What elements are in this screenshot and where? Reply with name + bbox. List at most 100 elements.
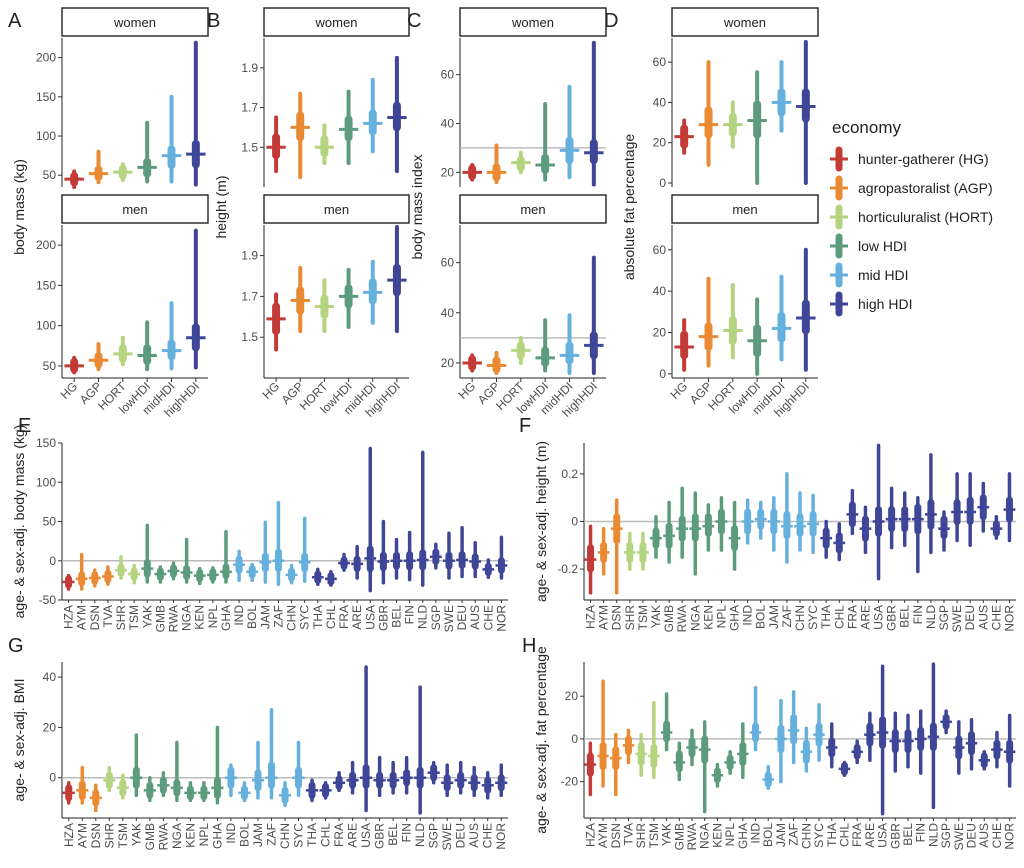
x-tick-label: CHN [285, 605, 299, 631]
x-tick-label: ZAF [780, 605, 794, 628]
interval-HG [462, 353, 482, 373]
y-tick-label: 1.5 [241, 140, 258, 154]
interval-TSM [648, 700, 660, 780]
interval-HG [64, 169, 84, 189]
x-tick-label: FIN [914, 823, 928, 842]
facet-strip-label: women [113, 15, 156, 30]
y-axis-title: age- & sex-adj. fat percentage [533, 646, 549, 834]
y-tick-label: 0 [659, 176, 666, 190]
y-tick-label: 150 [36, 436, 56, 450]
y-tick-label: 100 [36, 475, 56, 489]
interval-GBR [885, 486, 898, 550]
x-tick-label: ARE [346, 823, 360, 848]
x-tick-label: KEN [710, 823, 724, 848]
y-tick-label: 20 [565, 689, 579, 703]
interval-USA [364, 446, 377, 593]
x-tick-label: FIN [400, 823, 414, 842]
interval-CHE [990, 514, 1003, 540]
legend-item-lowHDI: low HDI [830, 233, 907, 259]
interval-midHDI [771, 274, 792, 362]
x-tick-label: AUS [467, 823, 481, 848]
y-tick-label: 1.9 [241, 61, 258, 75]
x-tick-label: USA [876, 823, 890, 848]
interval-FIN [403, 530, 416, 582]
panel-letter: A [8, 10, 22, 32]
interval-BEL [387, 760, 400, 795]
interval-GHA [220, 529, 232, 584]
interval-NPL [206, 566, 219, 584]
facet-strip [61, 7, 209, 37]
x-tick-label: NOR [494, 605, 508, 632]
interval-HZA [62, 781, 75, 805]
interval-CHL [838, 760, 851, 778]
interval-IND [224, 763, 238, 798]
interval-YAK [141, 523, 154, 584]
x-tick-label: ARE [858, 605, 872, 630]
interval-AYM [75, 552, 88, 591]
interval-HORT [314, 123, 335, 166]
x-tick-label: THA [311, 605, 325, 629]
interval-NLD [414, 685, 427, 815]
interval-highHDI [387, 225, 407, 334]
x-tick-label: SGP [939, 823, 953, 848]
interval-YAK [650, 514, 662, 559]
interval-RWA [676, 486, 689, 559]
y-tick-label: 20 [653, 136, 667, 150]
interval-IND [741, 498, 754, 545]
y-axis-title: height (m) [213, 175, 229, 238]
y-tick-label: 200 [36, 238, 56, 252]
interval-lowHDI [535, 318, 555, 373]
interval-CHN [285, 563, 298, 585]
x-tick-label: HZA [584, 605, 598, 629]
x-tick-label: GHA [736, 823, 750, 849]
x-tick-label: GHA [210, 823, 224, 849]
x-tick-label: CHL [837, 823, 851, 847]
interval-DEU [964, 472, 977, 548]
interval-NGA [180, 537, 193, 584]
interval-AGP [290, 265, 310, 334]
legend: economy hunter-gatherer (HG) agropastorali… [830, 118, 993, 317]
interval-SGP [429, 542, 442, 570]
facet-strip-label: women [723, 15, 766, 30]
y-tick-label: 0 [571, 732, 578, 746]
interval-SWE [441, 763, 454, 798]
x-tick-label: AUS [468, 605, 482, 630]
interval-highHDI [387, 55, 407, 174]
interval-AUS [468, 765, 481, 798]
interval-GMB [673, 741, 686, 782]
y-tick-label: 1.7 [241, 101, 258, 115]
interval-midHDI [161, 301, 182, 371]
x-tick-label: BOL [237, 823, 251, 847]
interval-BEL [902, 713, 914, 769]
interval-TVA [622, 728, 635, 765]
x-tick-label: CHE [481, 823, 495, 848]
x-tick-label: CHL [319, 823, 333, 847]
facet-strip-label: men [732, 202, 757, 217]
x-tick-label: FRA [845, 605, 859, 629]
interval-TVA [102, 565, 114, 587]
facet-strip [459, 7, 607, 37]
x-tick-label: TVA [101, 605, 115, 627]
x-tick-label: NOR [494, 823, 508, 850]
interval-SHR [635, 732, 647, 778]
x-tick-label: DSN [610, 605, 624, 630]
facet-strip-label: men [520, 202, 545, 217]
interval-CHN [278, 781, 292, 808]
interval-highHDI [186, 228, 206, 370]
x-tick-label: AYM [75, 823, 89, 848]
x-tick-label: NPL [206, 605, 220, 629]
interval-BOL [754, 500, 767, 540]
interval-midHDI [771, 60, 792, 133]
x-tick-label: DEU [963, 605, 977, 630]
legend-item-AGP: agropastoralist (AGP) [830, 175, 993, 201]
facet-women: women 50 100 150 200 [36, 7, 209, 189]
x-tick-label: RWA [156, 823, 170, 850]
y-axis-title: body mass (kg) [11, 159, 27, 255]
interval-midHDI [161, 94, 182, 184]
interval-THA [826, 722, 838, 769]
interval-ARE [864, 711, 876, 763]
x-tick-label: NLD [924, 605, 938, 629]
